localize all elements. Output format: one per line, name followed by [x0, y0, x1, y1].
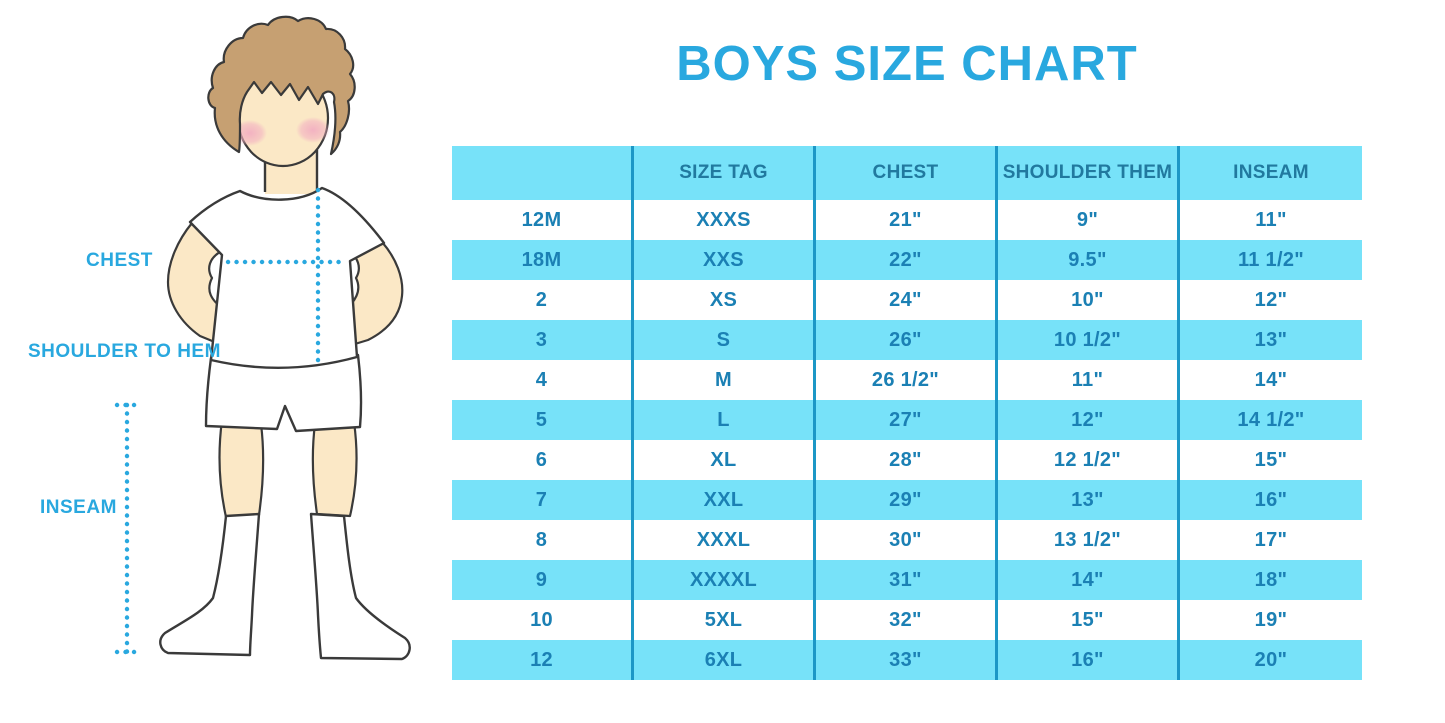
table-row: 9 XXXXL 31" 14" 18" — [452, 560, 1362, 600]
table-cell: 21" — [816, 200, 998, 240]
table-row: 5 L 27" 12" 14 1/2" — [452, 400, 1362, 440]
table-cell: 4 — [452, 360, 634, 400]
boy-legs — [218, 418, 358, 519]
table-cell: 6 — [452, 440, 634, 480]
table-cell: 27" — [816, 400, 998, 440]
table-cell: XXL — [634, 480, 816, 520]
table-cell: 12" — [1254, 288, 1288, 311]
table-row: 12M XXXS 21" 9" 11" — [452, 200, 1362, 240]
chest-label: CHEST — [86, 250, 153, 271]
table-cell: 13" — [998, 480, 1180, 520]
table-cell: 18" — [1254, 568, 1288, 591]
table-cell: 9" — [998, 200, 1180, 240]
table-cell: 22" — [816, 240, 998, 280]
table-cell: XXS — [634, 240, 816, 280]
table-cell: 20" — [1254, 648, 1288, 671]
size-table-header-row: SIZE TAG CHEST SHOULDER THEM INSEAM — [452, 146, 1362, 200]
table-cell: XXXXL — [634, 560, 816, 600]
table-cell: 14" — [1254, 368, 1288, 391]
table-cell: 3 — [452, 320, 634, 360]
size-table-body: 12M XXXS 21" 9" 11" 18M XXS 22" 9.5" 11 1/2" 2 XS 24… — [452, 200, 1362, 680]
table-cell: 33" — [816, 640, 998, 680]
table-cell: 9 — [452, 560, 634, 600]
table-row: 4 M 26 1/2" 11" 14" — [452, 360, 1362, 400]
table-cell: L — [634, 400, 816, 440]
inseam-label: INSEAM — [40, 497, 117, 518]
table-cell: 19" — [1254, 608, 1288, 631]
table-cell: 13" — [1254, 328, 1288, 351]
table-cell: 8 — [452, 520, 634, 560]
table-cell: XS — [634, 280, 816, 320]
header-cell: CHEST — [816, 146, 998, 200]
table-cell: 30" — [816, 520, 998, 560]
table-cell: 16" — [998, 640, 1180, 680]
measurement-figure: CHEST SHOULDER TO HEM INSEAM — [0, 0, 450, 723]
boy-shirt — [188, 186, 386, 370]
table-row: 2 XS 24" 10" 12" — [452, 280, 1362, 320]
table-cell: 28" — [816, 440, 998, 480]
table-cell: 10 — [452, 600, 634, 640]
table-cell: 9.5" — [998, 240, 1180, 280]
table-cell: 15" — [998, 600, 1180, 640]
table-cell: 7 — [452, 480, 634, 520]
table-cell: S — [634, 320, 816, 360]
table-cell: 31" — [816, 560, 998, 600]
table-cell: 5 — [452, 400, 634, 440]
header-cell: INSEAM — [1233, 162, 1309, 183]
shoulder-to-hem-label: SHOULDER TO HEM — [28, 341, 221, 362]
table-cell: 17" — [1254, 528, 1288, 551]
size-table: SIZE TAG CHEST SHOULDER THEM INSEAM 12M XXXS… — [452, 146, 1362, 680]
table-cell: 26" — [816, 320, 998, 360]
table-cell: 29" — [816, 480, 998, 520]
table-cell: 6XL — [634, 640, 816, 680]
table-row: 12 6XL 33" 16" 20" — [452, 640, 1362, 680]
right-cheek — [296, 117, 330, 143]
table-cell: 12" — [998, 400, 1180, 440]
page-title: BOYS SIZE CHART — [676, 37, 1138, 91]
table-cell: 16" — [1254, 488, 1288, 511]
table-cell: XXXL — [634, 520, 816, 560]
table-cell: 2 — [452, 280, 634, 320]
table-cell: 10" — [998, 280, 1180, 320]
table-cell: 15" — [1254, 448, 1288, 471]
table-row: 10 5XL 32" 15" 19" — [452, 600, 1362, 640]
table-cell: XXXS — [634, 200, 816, 240]
table-cell: 18M — [452, 240, 634, 280]
header-cell — [452, 146, 634, 200]
table-cell: 26 1/2" — [816, 360, 998, 400]
table-cell: 5XL — [634, 600, 816, 640]
table-cell: 24" — [816, 280, 998, 320]
table-cell: XL — [634, 440, 816, 480]
table-row: 3 S 26" 10 1/2" 13" — [452, 320, 1362, 360]
table-cell: 14 1/2" — [1237, 408, 1305, 431]
table-cell: 11 1/2" — [1237, 248, 1305, 271]
header-cell: SHOULDER THEM — [998, 146, 1180, 200]
boy-hair — [207, 15, 356, 156]
table-cell: 32" — [816, 600, 998, 640]
table-row: 7 XXL 29" 13" 16" — [452, 480, 1362, 520]
boy-shorts — [204, 353, 363, 433]
table-cell: M — [634, 360, 816, 400]
table-row: 6 XL 28" 12 1/2" 15" — [452, 440, 1362, 480]
table-cell: 11" — [1255, 208, 1287, 231]
table-cell: 11" — [998, 360, 1180, 400]
header-cell: SIZE TAG — [634, 146, 816, 200]
table-cell: 13 1/2" — [998, 520, 1180, 560]
table-cell: 14" — [998, 560, 1180, 600]
table-cell: 12 — [452, 640, 634, 680]
left-cheek — [233, 120, 267, 146]
table-row: 18M XXS 22" 9.5" 11 1/2" — [452, 240, 1362, 280]
table-cell: 12 1/2" — [998, 440, 1180, 480]
table-cell: 12M — [452, 200, 634, 240]
boy-socks — [159, 512, 411, 661]
boy-illustration — [114, 15, 411, 661]
table-row: 8 XXXL 30" 13 1/2" 17" — [452, 520, 1362, 560]
table-cell: 10 1/2" — [998, 320, 1180, 360]
measurement-lines — [114, 187, 349, 655]
